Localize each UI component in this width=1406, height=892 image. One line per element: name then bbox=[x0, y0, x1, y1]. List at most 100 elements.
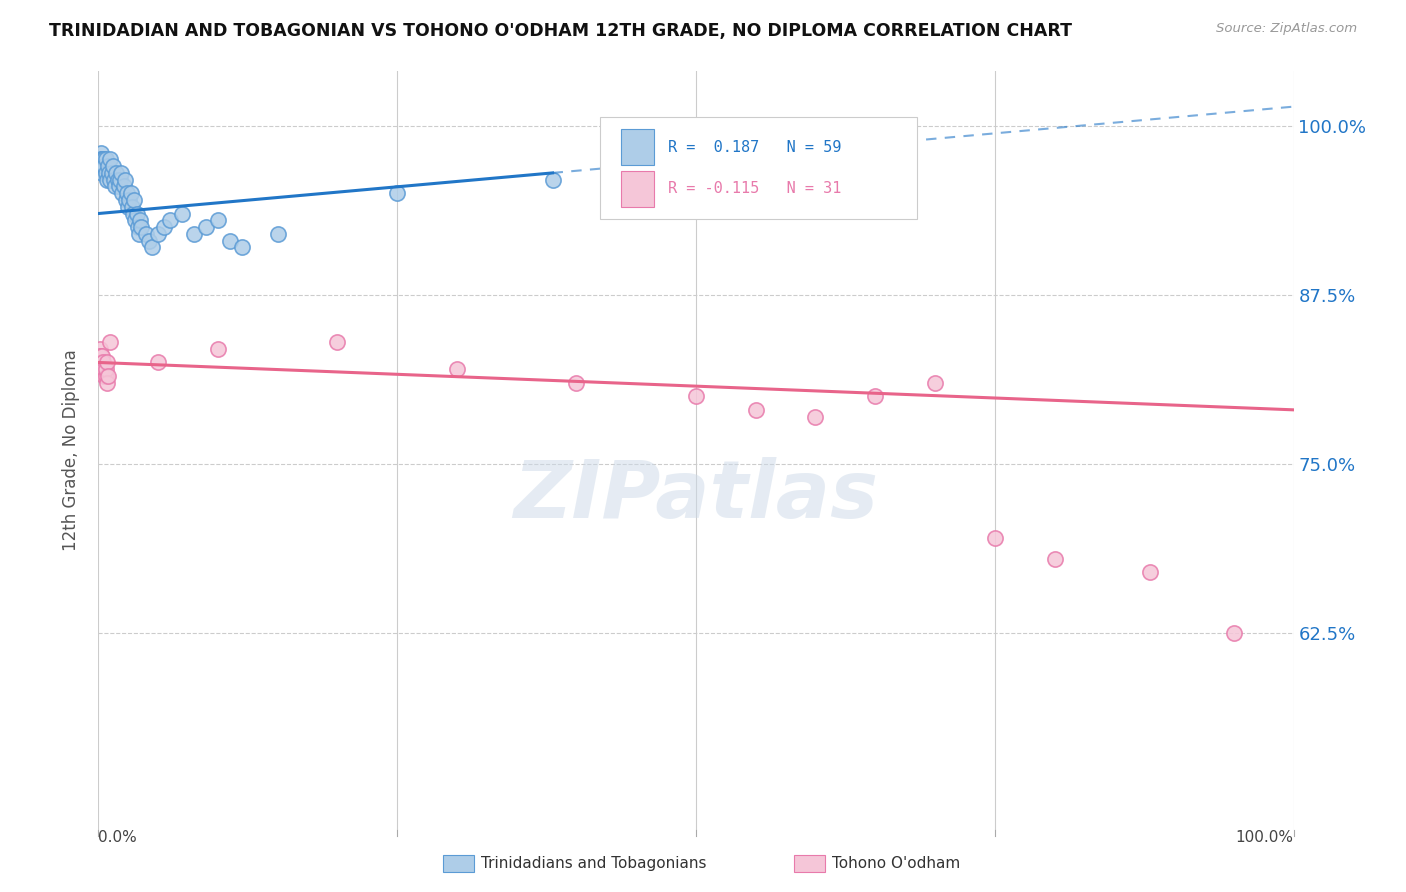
Point bbox=[122, 206, 145, 220]
Point bbox=[90, 145, 112, 160]
Point bbox=[865, 389, 887, 403]
Point bbox=[207, 213, 229, 227]
Point bbox=[98, 335, 122, 350]
Text: Trinidadians and Tobagonians: Trinidadians and Tobagonians bbox=[481, 856, 706, 871]
FancyBboxPatch shape bbox=[443, 855, 474, 872]
Point bbox=[91, 159, 114, 173]
Point bbox=[103, 172, 125, 186]
Point bbox=[93, 369, 115, 384]
Point bbox=[94, 166, 117, 180]
Point bbox=[159, 213, 181, 227]
Point bbox=[90, 349, 112, 363]
Point bbox=[124, 213, 146, 227]
Point bbox=[91, 153, 114, 167]
Text: 100.0%: 100.0% bbox=[1236, 830, 1294, 845]
FancyBboxPatch shape bbox=[794, 855, 825, 872]
Point bbox=[231, 240, 253, 254]
Point bbox=[121, 200, 143, 214]
Point bbox=[97, 369, 120, 384]
Point bbox=[138, 234, 160, 248]
Point bbox=[96, 172, 118, 186]
Text: R =  0.187   N = 59: R = 0.187 N = 59 bbox=[668, 140, 842, 154]
Point bbox=[97, 159, 120, 173]
Point bbox=[446, 362, 468, 376]
Point bbox=[117, 200, 139, 214]
Point bbox=[124, 193, 146, 207]
Point bbox=[128, 227, 150, 241]
Point bbox=[195, 220, 218, 235]
Point bbox=[89, 159, 111, 173]
Point bbox=[1139, 566, 1161, 580]
Y-axis label: 12th Grade, No Diploma: 12th Grade, No Diploma bbox=[62, 350, 80, 551]
Point bbox=[107, 172, 129, 186]
Point bbox=[98, 172, 122, 186]
Point bbox=[91, 153, 114, 167]
Point bbox=[112, 179, 135, 194]
Point bbox=[90, 159, 112, 173]
Point bbox=[115, 193, 138, 207]
Text: Tohono O'odham: Tohono O'odham bbox=[832, 856, 960, 871]
Point bbox=[118, 193, 141, 207]
Point bbox=[94, 362, 117, 376]
Point bbox=[115, 186, 138, 201]
Point bbox=[101, 159, 124, 173]
Point bbox=[565, 376, 588, 390]
Point bbox=[90, 355, 112, 369]
Point bbox=[129, 213, 152, 227]
Text: 0.0%: 0.0% bbox=[98, 830, 138, 845]
Point bbox=[685, 389, 707, 403]
Point bbox=[89, 349, 111, 363]
Point bbox=[104, 179, 127, 194]
Point bbox=[804, 409, 827, 424]
Point bbox=[183, 227, 205, 241]
Point bbox=[111, 186, 134, 201]
Point bbox=[326, 335, 349, 350]
Point bbox=[96, 355, 118, 369]
Point bbox=[745, 402, 768, 417]
Point bbox=[100, 166, 122, 180]
Point bbox=[541, 172, 564, 186]
Text: TRINIDADIAN AND TOBAGONIAN VS TOHONO O'ODHAM 12TH GRADE, NO DIPLOMA CORRELATION : TRINIDADIAN AND TOBAGONIAN VS TOHONO O'O… bbox=[49, 22, 1073, 40]
Point bbox=[91, 362, 114, 376]
Point bbox=[98, 166, 121, 180]
Point bbox=[94, 369, 117, 384]
Point bbox=[89, 153, 111, 167]
Point bbox=[114, 172, 136, 186]
Point bbox=[148, 227, 170, 241]
Point bbox=[984, 532, 1007, 546]
Point bbox=[91, 355, 114, 369]
Point bbox=[110, 166, 132, 180]
Point bbox=[924, 376, 946, 390]
Point bbox=[1223, 626, 1246, 640]
Point bbox=[207, 342, 229, 356]
Point bbox=[93, 153, 115, 167]
Point bbox=[172, 206, 194, 220]
Point bbox=[1043, 551, 1066, 566]
Point bbox=[131, 220, 153, 235]
Point bbox=[105, 166, 128, 180]
Text: R = -0.115   N = 31: R = -0.115 N = 31 bbox=[668, 181, 842, 196]
Point bbox=[135, 227, 157, 241]
Point bbox=[90, 153, 112, 167]
Point bbox=[93, 362, 115, 376]
Point bbox=[107, 179, 129, 194]
Point bbox=[127, 220, 149, 235]
Point bbox=[267, 227, 290, 241]
Point bbox=[219, 234, 242, 248]
Point bbox=[98, 153, 122, 167]
Point bbox=[89, 342, 111, 356]
Point bbox=[91, 349, 114, 363]
Text: Source: ZipAtlas.com: Source: ZipAtlas.com bbox=[1216, 22, 1357, 36]
FancyBboxPatch shape bbox=[600, 117, 917, 219]
Point bbox=[93, 159, 115, 173]
Point bbox=[91, 362, 114, 376]
Point bbox=[108, 172, 131, 186]
Point bbox=[96, 376, 118, 390]
Text: ZIPatlas: ZIPatlas bbox=[513, 457, 879, 535]
Point bbox=[125, 206, 148, 220]
Point bbox=[91, 355, 114, 369]
FancyBboxPatch shape bbox=[620, 129, 654, 165]
Point bbox=[120, 186, 142, 201]
Point bbox=[94, 153, 117, 167]
FancyBboxPatch shape bbox=[620, 170, 654, 207]
